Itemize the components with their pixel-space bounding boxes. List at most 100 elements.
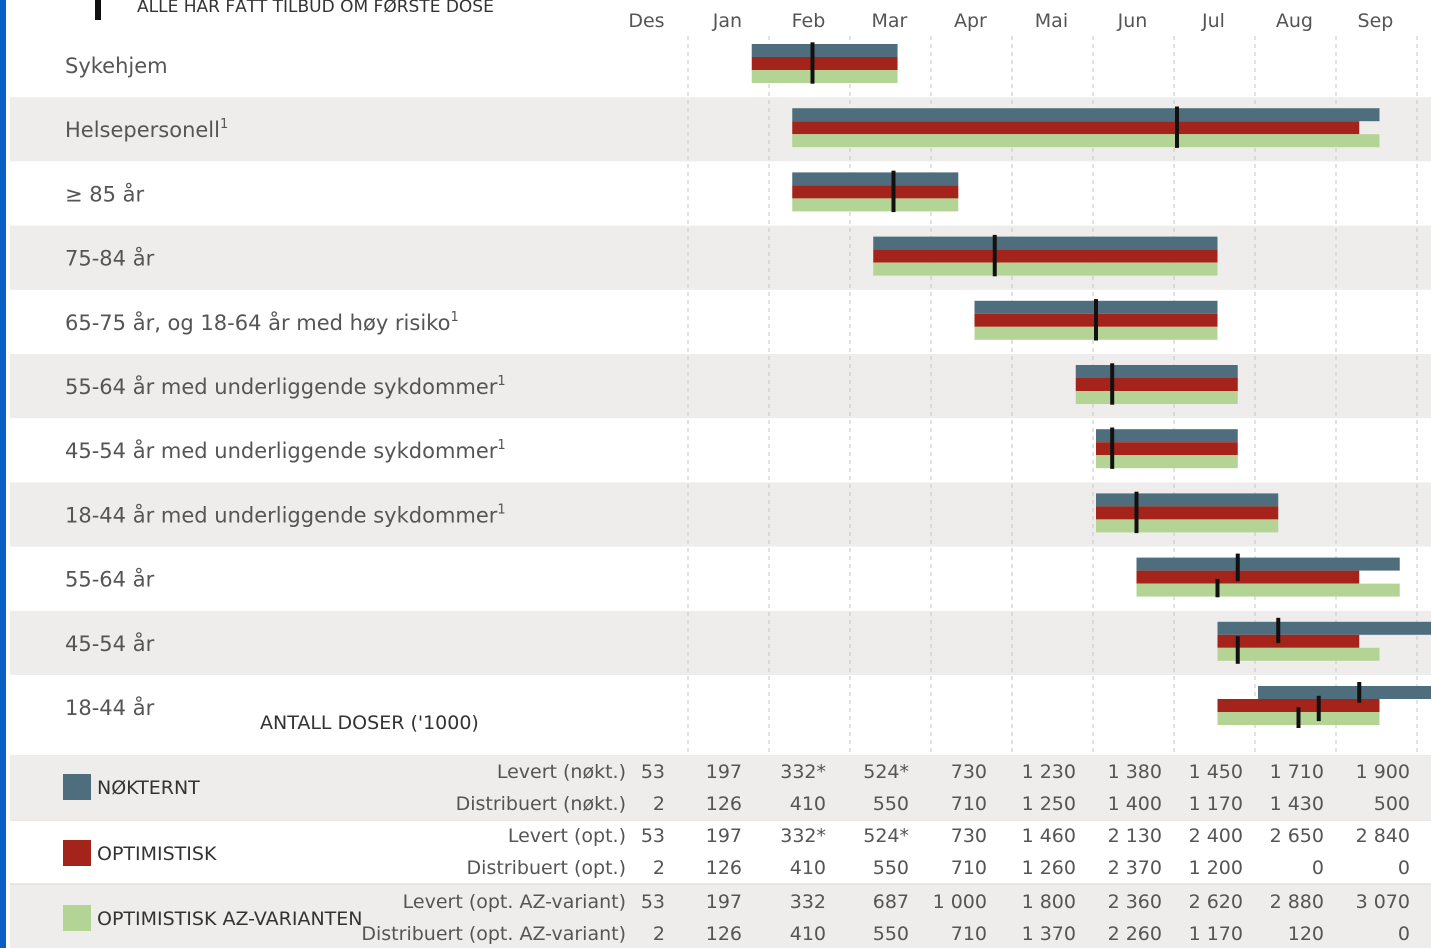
legend-label-nokternt: NØKTERNT: [97, 777, 200, 799]
month-label-mar: Mar: [872, 10, 908, 32]
table-cell: 687: [873, 891, 909, 913]
footnote-marker: 1: [497, 502, 505, 517]
table-cell: 1 430: [1270, 793, 1324, 815]
month-label-feb: Feb: [792, 10, 826, 32]
table-cell: 197: [706, 761, 742, 783]
bar-optimistisk: [751, 57, 898, 70]
table-cell: 524*: [863, 761, 909, 783]
month-label-jan: Jan: [712, 10, 742, 32]
bar-nokternt: [1136, 557, 1400, 571]
table-cell: 730: [951, 825, 987, 847]
top-note-marker: [95, 0, 101, 20]
bar-az: [751, 70, 898, 83]
table-cell: 332*: [780, 761, 826, 783]
bar-az: [792, 134, 1380, 148]
table-cell: 2 260: [1108, 923, 1162, 945]
bar-nokternt: [1096, 493, 1279, 507]
table-cell: 1 460: [1022, 825, 1076, 847]
table-cell: 2: [653, 857, 665, 879]
table-cell: 2 840: [1356, 825, 1410, 847]
row-band: [10, 610, 1431, 675]
bar-az: [1217, 647, 1380, 661]
table-row-label: Distribuert (opt. AZ-variant): [361, 923, 626, 945]
table-cell: 2 620: [1189, 891, 1243, 913]
table-band-az: [10, 884, 1431, 948]
footnote-marker: 1: [450, 310, 458, 325]
table-cell: 550: [873, 923, 909, 945]
table-cell: 1 170: [1189, 793, 1243, 815]
table-cell: 2 360: [1108, 891, 1162, 913]
milestone-marker: [810, 42, 815, 84]
bar-optimistisk: [1096, 442, 1238, 456]
row-label: 55-64 år: [65, 567, 155, 592]
bar-optimistisk: [1217, 699, 1380, 712]
table-cell: 1 250: [1022, 793, 1076, 815]
table-row-label: Distribuert (nøkt.): [456, 793, 626, 815]
table-cell: 2 370: [1108, 857, 1162, 879]
milestone-marker: [1134, 491, 1139, 534]
table-cell: 53: [641, 825, 665, 847]
bar-nokternt: [1075, 365, 1238, 378]
table-cell: 410: [790, 923, 826, 945]
footnote-marker: 1: [497, 438, 505, 453]
table-cell: 1 370: [1022, 923, 1076, 945]
bar-optimistisk: [873, 249, 1218, 263]
bar-optimistisk: [792, 121, 1360, 135]
bar-optimistisk: [1096, 506, 1279, 520]
month-label-sep: Sep: [1358, 10, 1394, 32]
bar-az: [873, 262, 1218, 276]
bar-optimistisk: [1136, 570, 1360, 584]
legend-label-az: OPTIMISTISK AZ-VARIANTEN: [97, 908, 363, 930]
table-row-label: Levert (nøkt.): [497, 761, 626, 783]
legend-swatch-az: [63, 905, 91, 931]
milestone-marker: [992, 234, 997, 277]
milestone-marker: [1215, 578, 1220, 598]
bar-nokternt: [792, 172, 959, 186]
row-label: 18-44 år med underliggende sykdommer1: [65, 502, 506, 527]
milestone-marker: [1235, 553, 1240, 582]
row-label: Helsepersonell1: [65, 117, 228, 142]
table-cell: 1 230: [1022, 761, 1076, 783]
row-label: 18-44 år: [65, 695, 155, 720]
bar-nokternt: [792, 108, 1380, 122]
table-cell: 2 880: [1270, 891, 1324, 913]
row-label: 45-54 år med underliggende sykdommer1: [65, 438, 506, 463]
table-cell: 197: [706, 891, 742, 913]
table-cell: 1 170: [1189, 923, 1243, 945]
bar-az: [1075, 391, 1238, 404]
month-label-des: Des: [628, 10, 664, 32]
milestone-marker: [1276, 617, 1281, 644]
bar-nokternt: [1096, 429, 1238, 443]
table-cell: 710: [951, 857, 987, 879]
table-row-label: Levert (opt.): [508, 825, 626, 847]
table-cell: 332: [790, 891, 826, 913]
table-cell: 730: [951, 761, 987, 783]
table-cell: 2: [653, 793, 665, 815]
milestone-marker: [1235, 636, 1240, 664]
milestone-marker: [1316, 695, 1321, 722]
milestone-marker: [1357, 682, 1362, 703]
row-label: ≥ 85 år: [65, 181, 145, 206]
table-cell: 410: [790, 793, 826, 815]
table-cell: 1 400: [1108, 793, 1162, 815]
footnote-marker: 1: [220, 117, 228, 132]
table-cell: 126: [706, 857, 742, 879]
table-band-nokternt: [10, 755, 1431, 819]
table-cell: 710: [951, 793, 987, 815]
table-cell: 53: [641, 761, 665, 783]
table-cell: 126: [706, 923, 742, 945]
bar-az: [1096, 455, 1238, 469]
table-cell: 1 900: [1356, 761, 1410, 783]
bar-optimistisk: [792, 185, 959, 199]
row-label: 75-84 år: [65, 246, 155, 271]
row-label: Sykehjem: [65, 54, 168, 78]
table-title: ANTALL DOSER ('1000): [260, 712, 479, 734]
left-edge-bar: [0, 0, 6, 948]
bar-az: [1136, 583, 1400, 597]
table-cell: 1 800: [1022, 891, 1076, 913]
milestone-marker: [1110, 363, 1115, 405]
table-cell: 2 400: [1189, 825, 1243, 847]
table-row-label: Levert (opt. AZ-variant): [403, 891, 626, 913]
legend-label-optimistisk: OPTIMISTISK: [97, 843, 217, 865]
table-cell: 332*: [780, 825, 826, 847]
